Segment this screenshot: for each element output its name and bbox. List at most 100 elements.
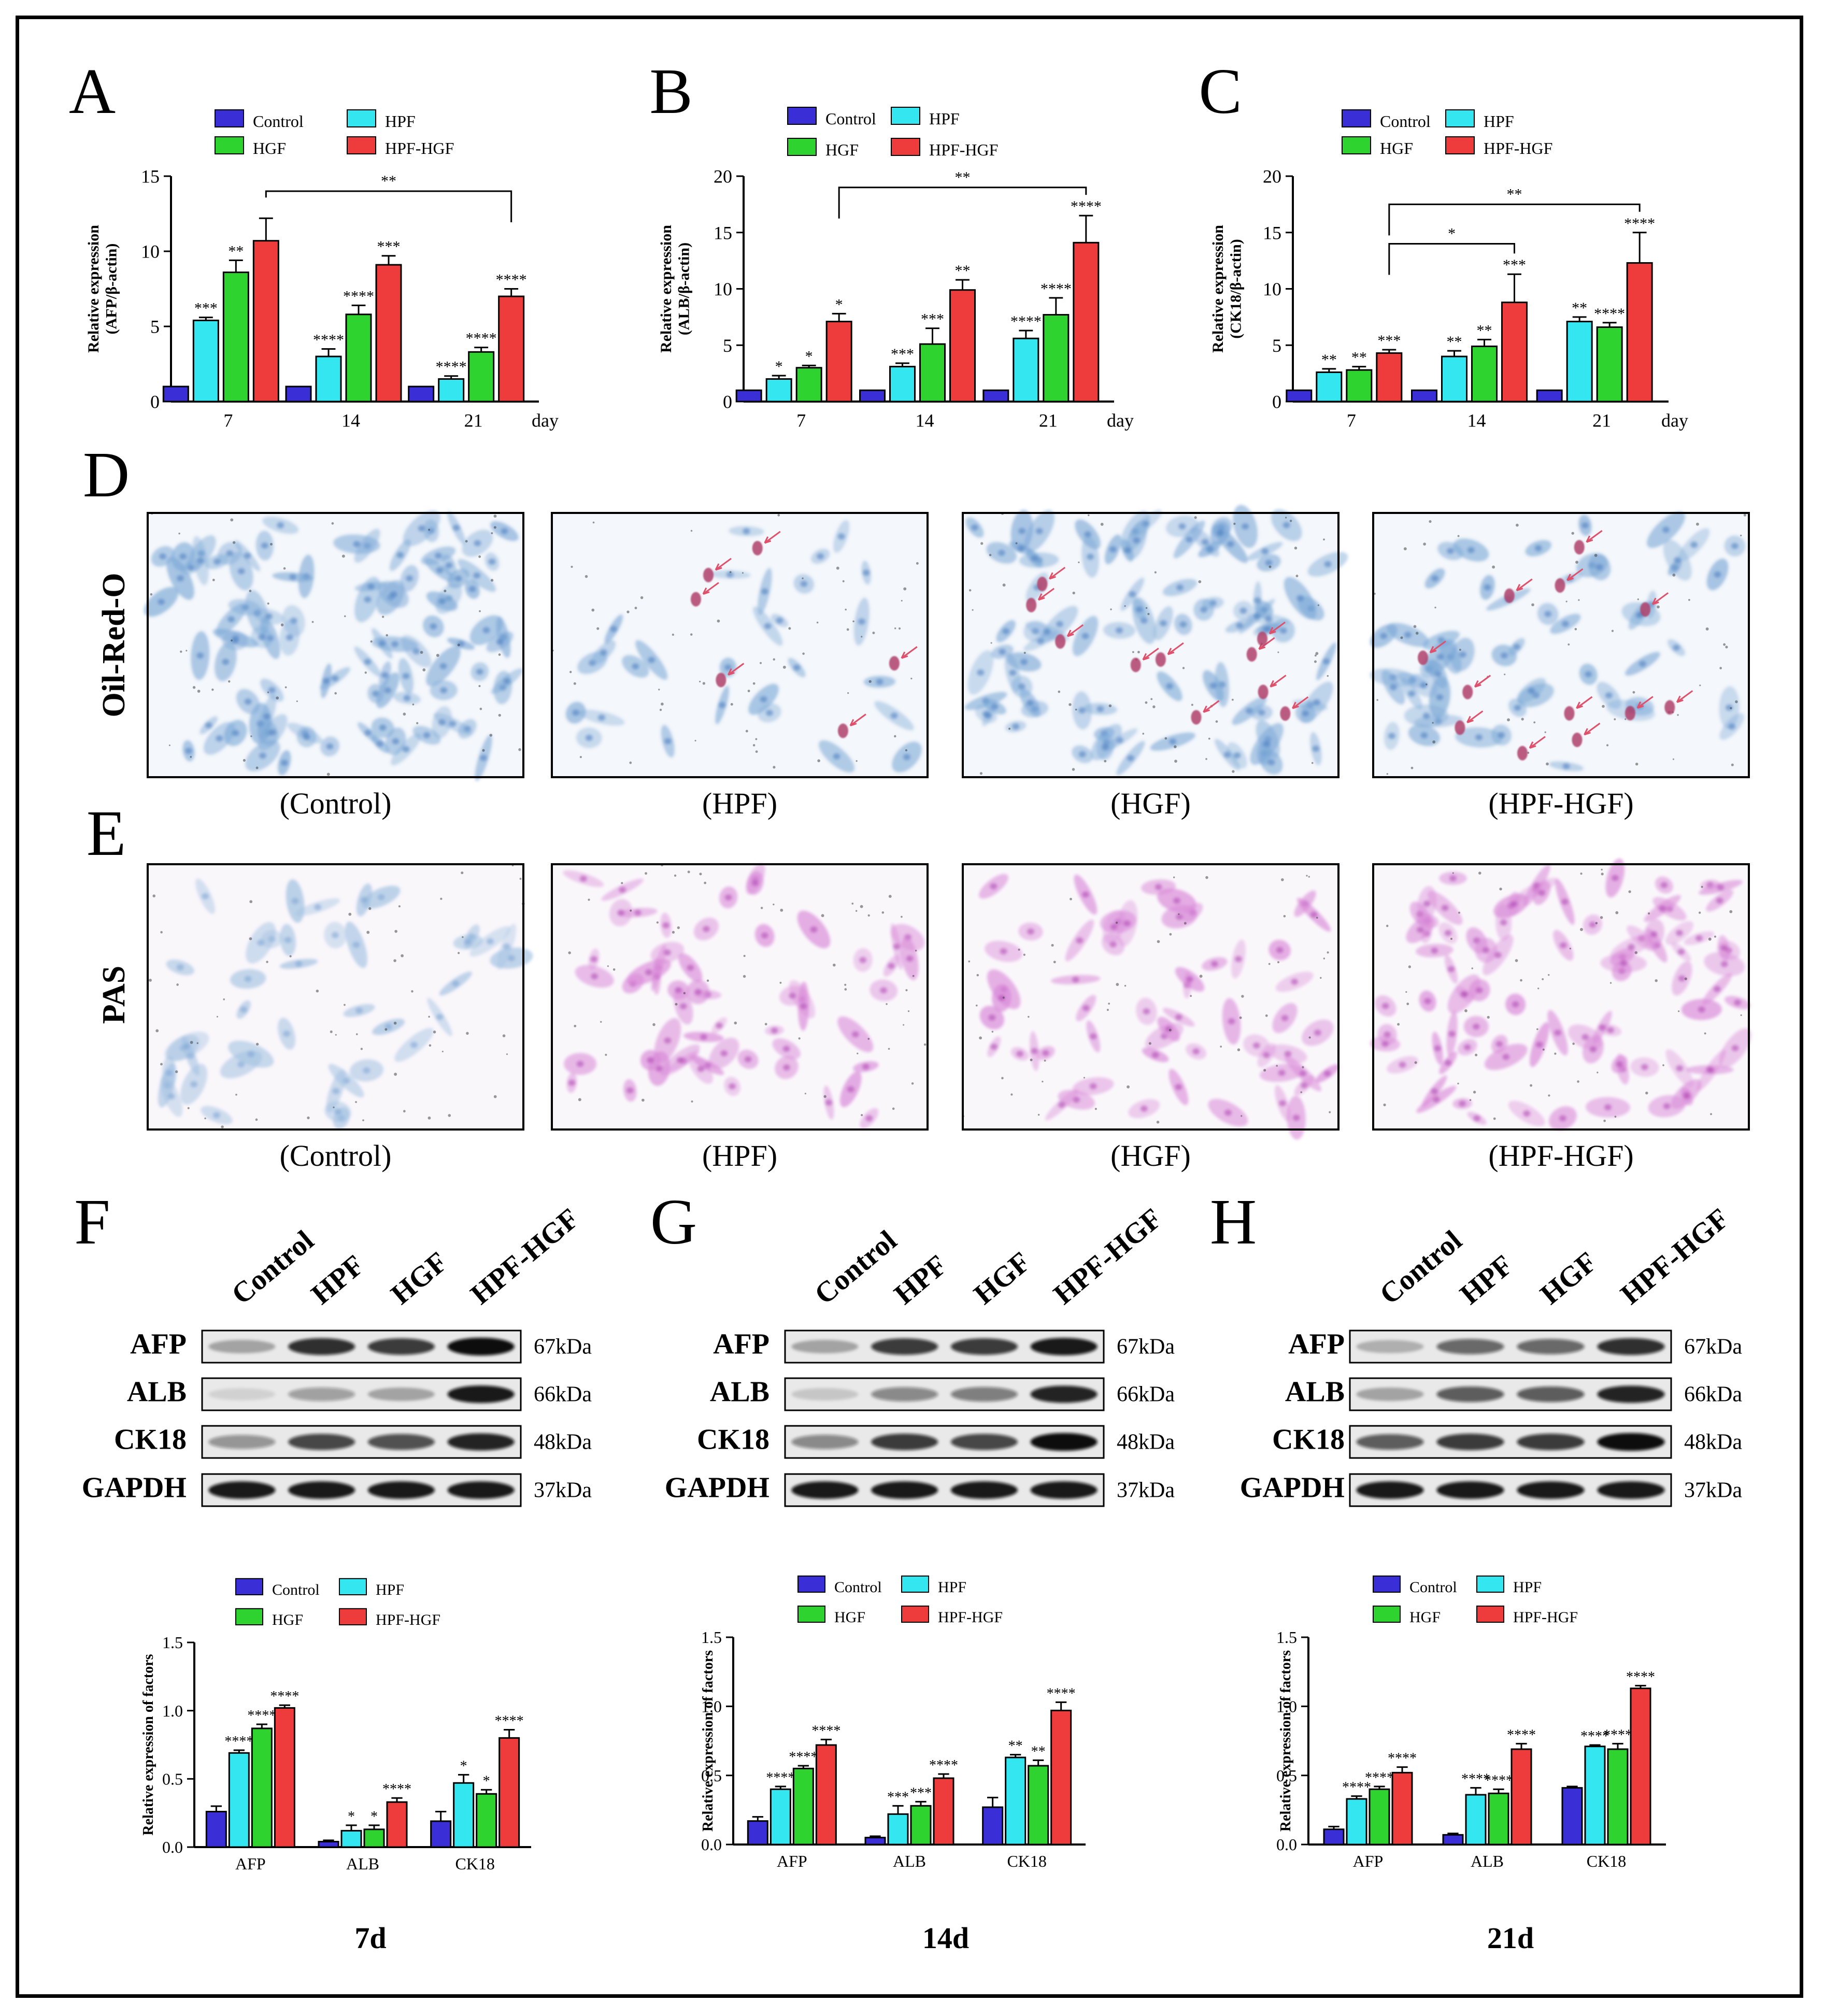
debris-dot xyxy=(1072,768,1075,771)
protein-band xyxy=(208,1340,276,1353)
cell-nucleus xyxy=(1026,699,1034,706)
debris-dot xyxy=(1072,591,1075,595)
debris-dot xyxy=(1672,758,1674,760)
debris-dot xyxy=(1320,977,1322,979)
lipid-droplet xyxy=(690,592,701,607)
debris-dot xyxy=(743,975,746,978)
legend-swatch xyxy=(1445,109,1475,127)
debris-dot xyxy=(1285,517,1287,519)
cell-nucleus xyxy=(1698,1006,1705,1013)
y-axis-label: Relative expression xyxy=(658,225,675,353)
protein-band xyxy=(871,1387,938,1402)
cell-nucleus xyxy=(1436,694,1444,700)
debris-dot xyxy=(1302,1066,1304,1068)
bar-hgf-21 xyxy=(468,351,495,403)
debris-dot xyxy=(255,1118,258,1121)
debris-dot xyxy=(458,952,460,954)
protein-label: CK18 xyxy=(114,1424,187,1456)
debris-dot xyxy=(677,926,680,930)
cell-nucleus xyxy=(1420,732,1428,739)
arrow-annotation xyxy=(1203,700,1220,713)
legend-swatch xyxy=(1373,1575,1401,1593)
debris-dot xyxy=(491,532,493,535)
y-tick-label: 0.5 xyxy=(701,1766,722,1785)
debris-dot xyxy=(355,1033,358,1035)
debris-dot xyxy=(1241,1115,1243,1117)
debris-dot xyxy=(1232,770,1235,773)
debris-dot xyxy=(752,744,756,747)
protein-band xyxy=(447,1433,515,1451)
cell-nucleus xyxy=(1160,620,1167,626)
debris-dot xyxy=(1546,762,1549,766)
legend-label: HPF xyxy=(1513,1579,1542,1596)
cell-nucleus xyxy=(662,922,670,928)
debris-dot xyxy=(1677,1010,1680,1012)
cell-nucleus xyxy=(503,678,511,684)
cell-nucleus xyxy=(237,1061,245,1068)
debris-dot xyxy=(1178,913,1180,915)
debris-dot xyxy=(760,907,763,909)
debris-layer xyxy=(1374,513,1746,775)
debris-dot xyxy=(845,608,847,611)
debris-dot xyxy=(160,1063,163,1066)
legend-label: Control xyxy=(1380,112,1431,131)
cell-nucleus xyxy=(1683,1093,1691,1099)
cell-nucleus xyxy=(1535,1041,1543,1048)
debris-dot xyxy=(355,1101,357,1103)
x-category-label: 7 xyxy=(796,410,806,431)
cell-nucleus xyxy=(364,730,372,736)
debris-dot xyxy=(674,874,677,877)
debris-dot xyxy=(612,968,616,971)
cell-nucleus xyxy=(486,938,494,945)
lipid-droplet xyxy=(1517,746,1528,761)
cell-nucleus xyxy=(1176,584,1184,591)
cell-nucleus xyxy=(503,943,510,950)
protein-label: GAPDH xyxy=(1240,1472,1345,1504)
debris-dot xyxy=(1542,978,1544,980)
debris-dot xyxy=(591,608,595,612)
cell-nucleus xyxy=(789,992,796,999)
y-tick-label: 15 xyxy=(1263,222,1281,243)
cell-nucleus xyxy=(289,574,297,580)
cell-nucleus xyxy=(743,528,750,535)
cell-nucleus xyxy=(1605,692,1613,699)
cell-nucleus xyxy=(1089,1033,1097,1040)
micrograph-background xyxy=(963,864,1338,1129)
debris-dot xyxy=(1701,885,1703,888)
cell-nucleus xyxy=(1431,1088,1438,1095)
cell-nucleus xyxy=(1660,882,1668,889)
legend-label: HPF xyxy=(1484,112,1514,131)
cell-nucleus xyxy=(1461,991,1469,997)
lipid-droplet xyxy=(716,673,726,688)
micrograph-pas-(HPF): (HPF) xyxy=(551,863,929,1173)
cell-nucleus xyxy=(648,656,656,663)
debris-dot xyxy=(968,960,971,963)
debris-dot xyxy=(1516,523,1519,527)
cell-nucleus xyxy=(1589,921,1597,928)
debris-dot xyxy=(1478,871,1481,875)
debris-dot xyxy=(330,1030,333,1033)
debris-dot xyxy=(1145,701,1148,704)
debris-dot xyxy=(1132,651,1134,653)
debris-dot xyxy=(1010,1093,1013,1096)
bar-control-7 xyxy=(735,389,762,403)
cell-nucleus xyxy=(263,713,270,720)
cell-nucleus xyxy=(617,909,625,916)
debris-dot xyxy=(706,979,709,982)
cell-nucleus xyxy=(626,1087,634,1094)
debris-dot xyxy=(1405,991,1407,993)
debris-dot xyxy=(1208,737,1210,740)
cell-nucleus xyxy=(1616,1061,1623,1068)
x-category-label: CK18 xyxy=(1587,1852,1626,1870)
debris-dot xyxy=(1068,703,1072,706)
cell-nucleus xyxy=(1058,1102,1065,1108)
bar-hpf-hgf-ALB xyxy=(933,1777,954,1846)
significance-label: **** xyxy=(766,1770,795,1786)
lipid-droplet xyxy=(703,567,714,582)
debris-dot xyxy=(403,1110,406,1113)
debris-dot xyxy=(428,1116,431,1120)
legend-swatch xyxy=(787,138,817,156)
debris-dot xyxy=(1469,1099,1472,1101)
protein-band xyxy=(1436,1481,1504,1499)
cell-nucleus xyxy=(590,956,598,963)
